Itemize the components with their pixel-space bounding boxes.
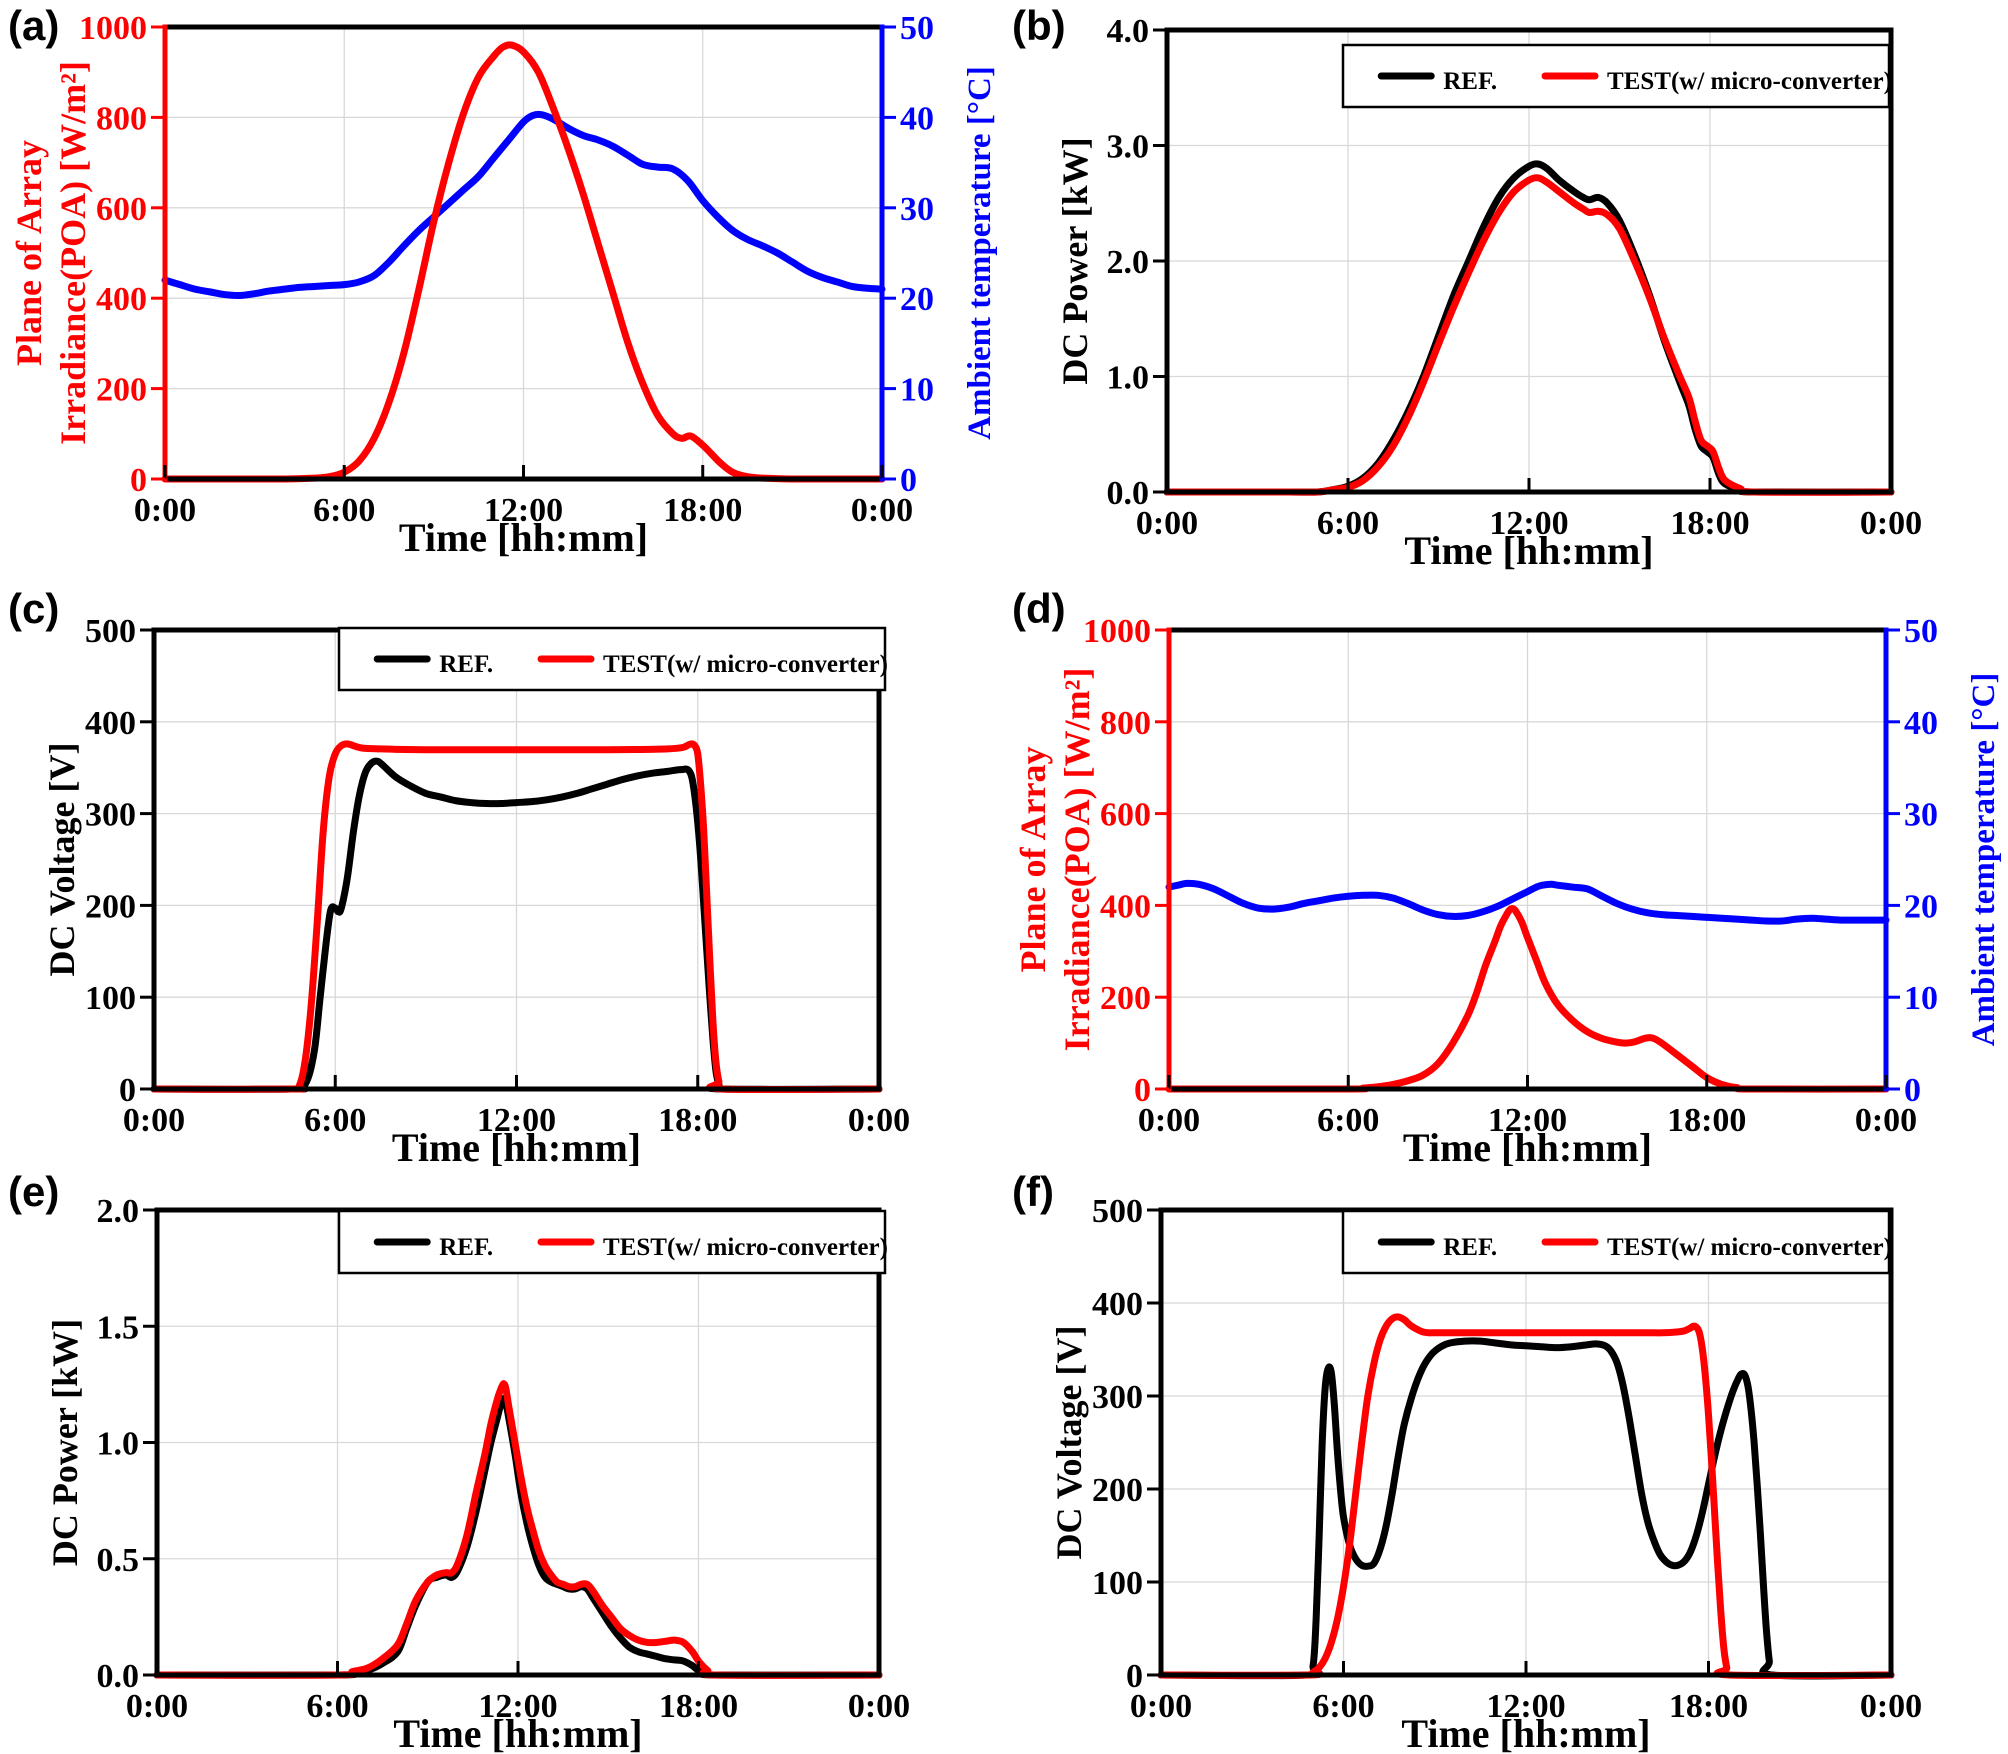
svg-text:1.0: 1.0 [97, 1426, 140, 1463]
svg-text:(a): (a) [8, 2, 59, 49]
svg-text:0: 0 [900, 462, 917, 499]
svg-text:6:00: 6:00 [1317, 1102, 1379, 1139]
svg-text:0: 0 [119, 1072, 136, 1109]
svg-text:0: 0 [1134, 1072, 1151, 1109]
svg-text:400: 400 [1092, 1286, 1143, 1323]
svg-text:18:00: 18:00 [663, 492, 742, 529]
svg-text:Ambient temperature [°C]: Ambient temperature [°C] [962, 66, 998, 440]
svg-text:18:00: 18:00 [1669, 1688, 1748, 1725]
svg-text:18:00: 18:00 [1667, 1102, 1746, 1139]
svg-text:(f): (f) [1012, 1168, 1054, 1215]
svg-text:18:00: 18:00 [1670, 505, 1749, 542]
svg-text:200: 200 [1092, 1472, 1143, 1509]
svg-text:20: 20 [900, 281, 934, 318]
svg-text:300: 300 [1092, 1379, 1143, 1416]
svg-text:Time [hh:mm]: Time [hh:mm] [399, 515, 648, 560]
svg-text:6:00: 6:00 [306, 1688, 368, 1725]
svg-text:2.0: 2.0 [1107, 244, 1150, 281]
svg-text:6:00: 6:00 [1312, 1688, 1374, 1725]
svg-text:50: 50 [1904, 613, 1938, 650]
svg-text:400: 400 [1100, 888, 1151, 925]
svg-text:1.0: 1.0 [1107, 360, 1150, 397]
svg-text:3.0: 3.0 [1107, 129, 1150, 166]
svg-text:(b): (b) [1012, 2, 1066, 49]
svg-text:Time [hh:mm]: Time [hh:mm] [392, 1125, 641, 1170]
svg-text:Plane of Array: Plane of Array [1013, 747, 1053, 973]
svg-text:(d): (d) [1012, 585, 1066, 632]
svg-text:200: 200 [96, 372, 147, 409]
svg-text:DC Voltage [V]: DC Voltage [V] [1049, 1326, 1089, 1560]
svg-text:30: 30 [900, 191, 934, 228]
svg-text:600: 600 [1100, 797, 1151, 834]
svg-text:REF.: REF. [1443, 1234, 1497, 1261]
svg-text:1000: 1000 [79, 10, 147, 47]
svg-text:REF.: REF. [439, 651, 493, 678]
svg-text:Irradiance(POA) [W/m²]: Irradiance(POA) [W/m²] [1057, 668, 1097, 1052]
svg-text:TEST(w/ micro-converter): TEST(w/ micro-converter) [603, 651, 888, 678]
svg-text:10: 10 [900, 372, 934, 409]
svg-text:500: 500 [85, 613, 136, 650]
svg-text:(c): (c) [8, 585, 59, 632]
svg-text:DC Voltage [V]: DC Voltage [V] [42, 743, 82, 977]
svg-text:TEST(w/ micro-converter): TEST(w/ micro-converter) [603, 1234, 888, 1261]
svg-text:0:00: 0:00 [848, 1688, 910, 1725]
svg-text:REF.: REF. [1443, 68, 1497, 95]
svg-text:0.0: 0.0 [1107, 475, 1150, 512]
svg-text:1000: 1000 [1083, 613, 1151, 650]
svg-text:0: 0 [1904, 1072, 1921, 1109]
svg-text:0.0: 0.0 [97, 1658, 140, 1695]
svg-text:40: 40 [900, 100, 934, 137]
svg-text:30: 30 [1904, 797, 1938, 834]
svg-text:DC Power [kW]: DC Power [kW] [45, 1319, 85, 1566]
svg-text:300: 300 [85, 797, 136, 834]
svg-text:TEST(w/ micro-converter): TEST(w/ micro-converter) [1607, 68, 1892, 95]
svg-text:10: 10 [1904, 980, 1938, 1017]
svg-text:(e): (e) [8, 1168, 59, 1215]
svg-text:Ambient temperature [°C]: Ambient temperature [°C] [1966, 673, 2002, 1047]
svg-text:Irradiance(POA) [W/m²]: Irradiance(POA) [W/m²] [53, 61, 93, 445]
svg-text:18:00: 18:00 [659, 1688, 738, 1725]
svg-text:REF.: REF. [439, 1234, 493, 1261]
svg-text:6:00: 6:00 [313, 492, 375, 529]
svg-text:200: 200 [1100, 980, 1151, 1017]
svg-text:40: 40 [1904, 705, 1938, 742]
svg-text:0:00: 0:00 [848, 1102, 910, 1139]
svg-text:0: 0 [1126, 1658, 1143, 1695]
svg-text:20: 20 [1904, 888, 1938, 925]
svg-text:400: 400 [85, 705, 136, 742]
svg-text:18:00: 18:00 [658, 1102, 737, 1139]
svg-text:Time [hh:mm]: Time [hh:mm] [1403, 1125, 1652, 1170]
svg-text:4.0: 4.0 [1107, 13, 1150, 50]
svg-text:400: 400 [96, 281, 147, 318]
svg-text:50: 50 [900, 10, 934, 47]
svg-text:2.0: 2.0 [97, 1193, 140, 1230]
svg-text:6:00: 6:00 [304, 1102, 366, 1139]
svg-text:1.5: 1.5 [97, 1309, 140, 1346]
svg-text:Plane of Array: Plane of Array [9, 140, 49, 366]
svg-text:600: 600 [96, 191, 147, 228]
svg-text:DC Power [kW]: DC Power [kW] [1055, 137, 1095, 384]
svg-text:0:00: 0:00 [1860, 1688, 1922, 1725]
svg-text:500: 500 [1092, 1193, 1143, 1230]
svg-text:6:00: 6:00 [1317, 505, 1379, 542]
svg-text:Time [hh:mm]: Time [hh:mm] [393, 1711, 642, 1754]
svg-text:0.5: 0.5 [97, 1542, 140, 1579]
svg-text:800: 800 [96, 100, 147, 137]
svg-text:200: 200 [85, 888, 136, 925]
svg-text:100: 100 [85, 980, 136, 1017]
svg-text:0:00: 0:00 [1860, 505, 1922, 542]
svg-text:Time [hh:mm]: Time [hh:mm] [1401, 1711, 1650, 1754]
svg-text:TEST(w/ micro-converter): TEST(w/ micro-converter) [1607, 1234, 1892, 1261]
svg-text:100: 100 [1092, 1565, 1143, 1602]
svg-text:Time [hh:mm]: Time [hh:mm] [1404, 528, 1653, 573]
svg-text:800: 800 [1100, 705, 1151, 742]
svg-text:0: 0 [130, 462, 147, 499]
